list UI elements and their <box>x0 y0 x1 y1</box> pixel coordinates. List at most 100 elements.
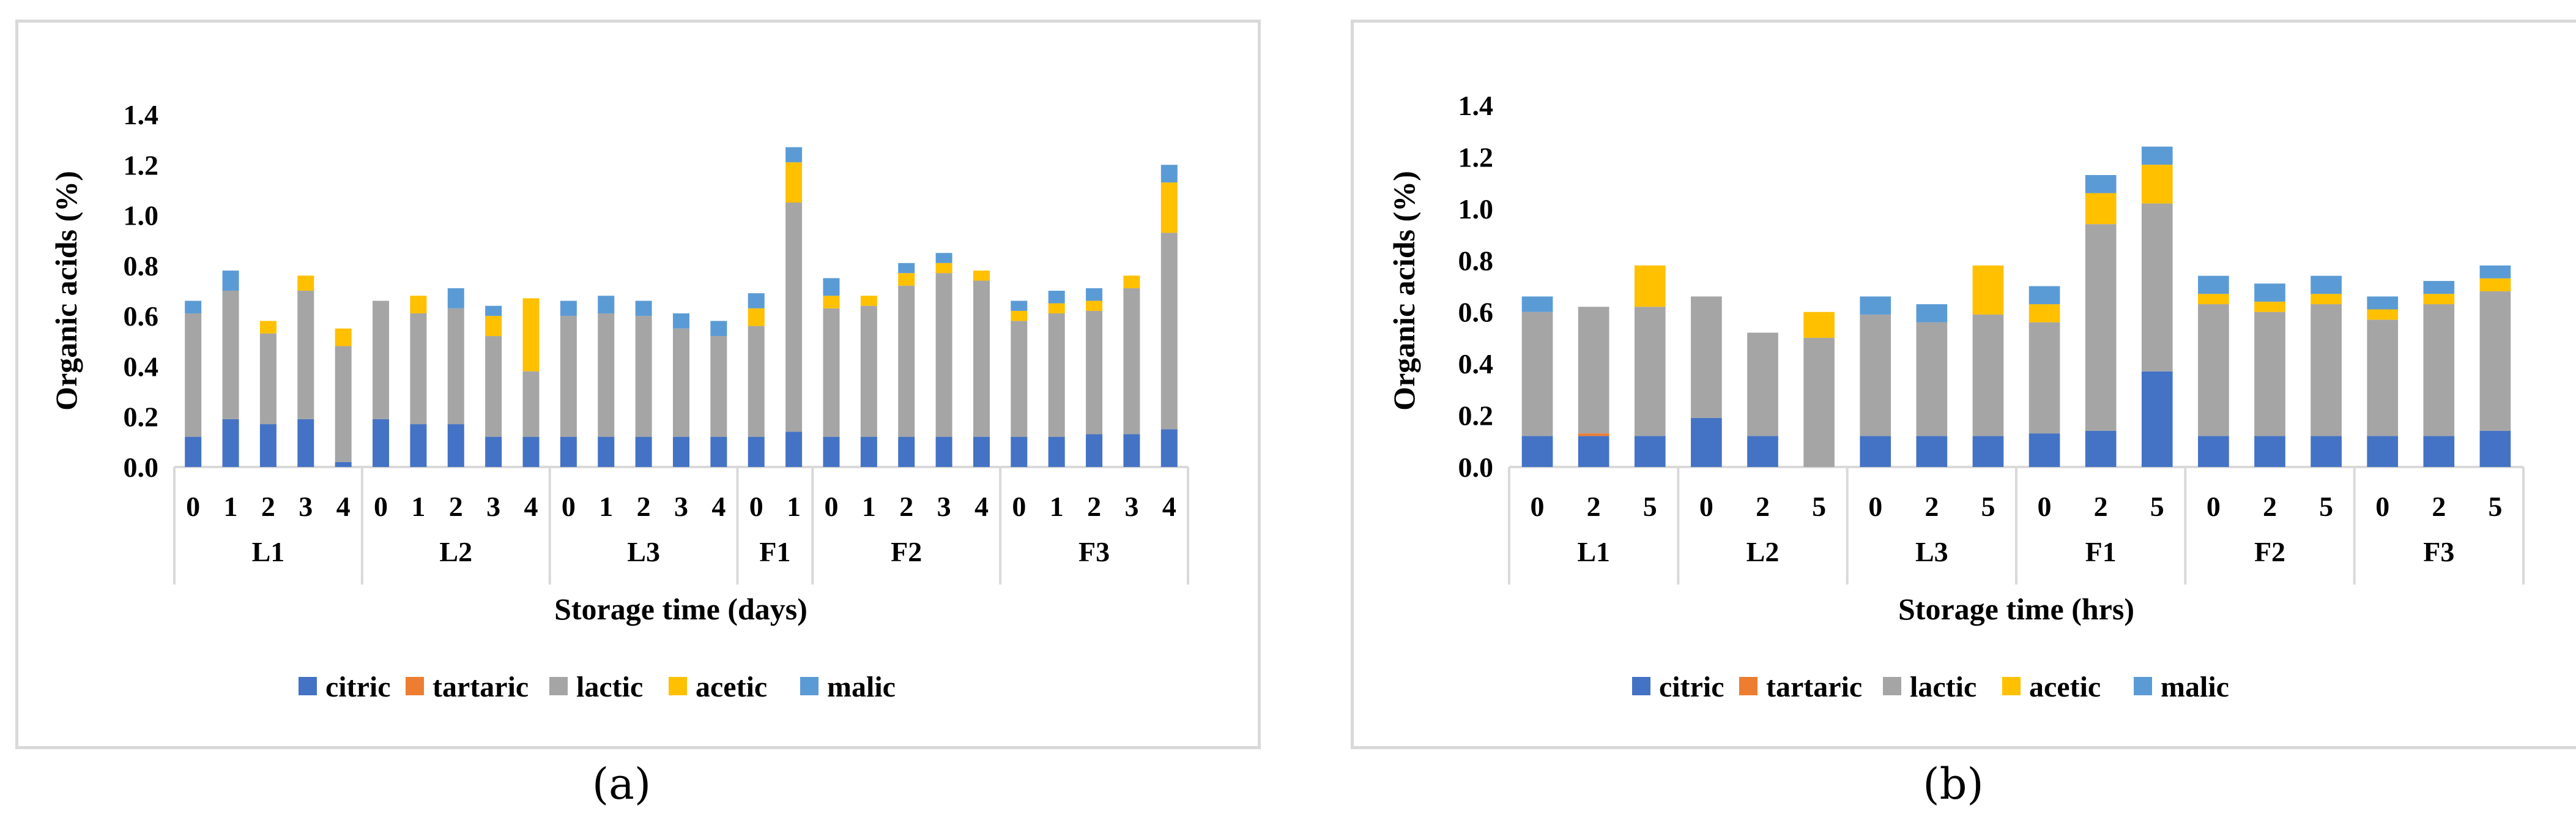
bar-segment-citric <box>860 436 877 467</box>
bar-segment-citric <box>1123 434 1140 467</box>
bar-segment-lactic <box>259 333 277 425</box>
bar-segment-malic <box>1048 291 1065 304</box>
bar-segment-citric <box>1691 417 1722 467</box>
x-tick-label: 2 <box>449 491 463 522</box>
legend-swatch-malic <box>800 677 818 695</box>
y-tick-label: 0.8 <box>124 250 159 282</box>
x-tick-label: 3 <box>937 491 951 522</box>
bar-segment-malic <box>635 301 652 316</box>
bar-segment-acetic <box>860 296 877 306</box>
bar-segment-malic <box>560 301 577 316</box>
group-label: L1 <box>252 536 285 567</box>
bar-segment-citric <box>1160 429 1178 467</box>
bar-segment-malic <box>2423 281 2455 294</box>
bar-segment-malic <box>935 253 952 263</box>
x-tick-label: 0 <box>2038 491 2052 522</box>
bar-segment-lactic <box>2029 322 2060 434</box>
bar-segment-lactic <box>635 316 652 437</box>
bar-segment-lactic <box>335 346 352 462</box>
bar-segment-acetic <box>823 296 840 308</box>
x-axis-title: Storage time (hrs) <box>1898 592 2134 626</box>
bar-segment-acetic <box>898 273 915 286</box>
x-tick-label: 0 <box>374 491 388 522</box>
bar-segment-citric <box>898 436 915 467</box>
bar-segment-lactic <box>1086 310 1103 435</box>
y-tick-label: 1.2 <box>124 149 159 181</box>
legend-label-citric: citric <box>325 671 391 703</box>
bar-segment-citric <box>1860 436 1891 467</box>
bar-segment-citric <box>2254 436 2285 467</box>
y-axis-title: Organic acids (%) <box>49 171 83 411</box>
bar-segment-acetic <box>2479 278 2511 291</box>
bar-segment-acetic <box>410 296 427 314</box>
bar-segment-citric <box>2311 436 2342 467</box>
bar-segment-citric <box>2367 436 2399 467</box>
x-tick-label: 2 <box>2432 491 2446 522</box>
bar-segment-malic <box>672 313 690 329</box>
bar-segment-malic <box>2311 275 2342 294</box>
bar-segment-acetic <box>2367 309 2399 320</box>
bar-segment-lactic <box>1691 296 1722 418</box>
y-tick-label: 1.4 <box>1458 90 1494 121</box>
bar-segment-lactic <box>1160 233 1178 430</box>
bar-segment-lactic <box>1578 307 1609 434</box>
bar-segment-malic <box>1160 165 1178 183</box>
bar-segment-citric <box>635 436 652 467</box>
legend-label-lactic: lactic <box>1910 671 1977 703</box>
y-tick-label: 0.2 <box>124 402 159 433</box>
x-tick-label: 3 <box>299 491 313 522</box>
bar-segment-citric <box>297 419 314 467</box>
bar-segment-lactic <box>373 301 390 419</box>
x-tick-label: 4 <box>1162 491 1176 522</box>
bar-segment-malic <box>823 278 840 296</box>
bar-segment-lactic <box>410 313 427 425</box>
y-tick-label: 0.8 <box>1458 245 1494 276</box>
x-tick-label: 2 <box>261 491 275 522</box>
bar-segment-malic <box>1011 301 1028 311</box>
x-tick-label: 1 <box>787 491 801 522</box>
bar-segment-malic <box>2141 146 2173 165</box>
bar-segment-lactic <box>898 285 915 437</box>
bar-segment-lactic <box>1011 321 1028 437</box>
y-tick-label: 1.0 <box>124 200 159 231</box>
bar-segment-lactic <box>823 308 840 437</box>
bar-segment-lactic <box>2311 304 2342 436</box>
bar-segment-lactic <box>785 203 803 432</box>
group-label: L2 <box>1746 536 1780 567</box>
x-tick-label: 0 <box>824 491 838 522</box>
x-tick-label: 1 <box>862 491 876 522</box>
x-tick-label: 5 <box>2150 491 2164 522</box>
bar-segment-acetic <box>2198 294 2229 305</box>
x-tick-label: 2 <box>1087 491 1101 522</box>
bar-segment-citric <box>598 436 615 467</box>
bar-segment-citric <box>259 424 277 467</box>
bar-segment-acetic <box>1160 182 1178 233</box>
bar-segment-acetic <box>2254 301 2285 312</box>
bar-segment-citric <box>1634 436 1666 467</box>
bar-segment-malic <box>1860 296 1891 315</box>
bar-segment-citric <box>1521 436 1553 467</box>
legend-label-acetic: acetic <box>2029 671 2101 703</box>
bar-segment-malic <box>447 288 464 308</box>
legend-label-malic: malic <box>2161 671 2229 703</box>
bar-segment-malic <box>185 301 202 314</box>
bar-segment-lactic <box>222 291 239 419</box>
legend-swatch-citric <box>299 677 317 695</box>
bar-segment-acetic <box>1803 312 1835 338</box>
legend-label-lactic: lactic <box>576 671 643 703</box>
bar-segment-lactic <box>1860 314 1891 436</box>
bar-segment-acetic <box>2141 165 2173 204</box>
bar-segment-citric <box>1916 436 1948 467</box>
y-tick-label: 1.0 <box>1458 193 1494 225</box>
x-tick-label: 4 <box>336 491 351 522</box>
bar-segment-lactic <box>485 336 502 437</box>
bar-segment-lactic <box>2085 224 2117 431</box>
bar-segment-acetic <box>2029 304 2060 323</box>
bar-segment-lactic <box>935 273 952 437</box>
x-tick-label: 5 <box>2488 491 2502 522</box>
group-label: F2 <box>2254 536 2285 567</box>
bar-segment-malic <box>748 293 765 308</box>
x-tick-label: 4 <box>711 491 726 522</box>
